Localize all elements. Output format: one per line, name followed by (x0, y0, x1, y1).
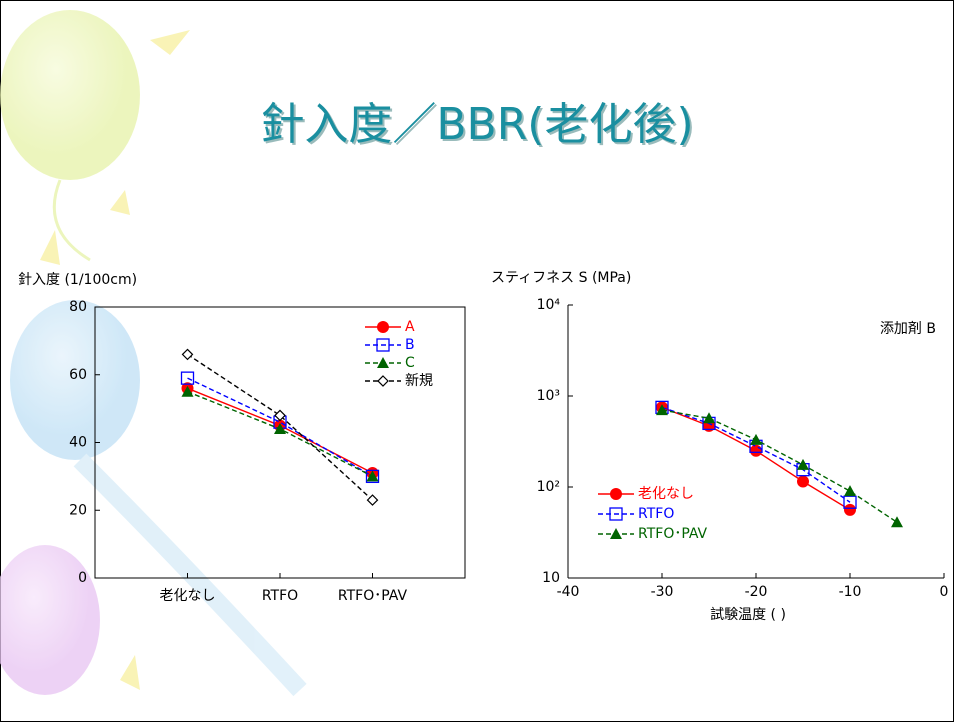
x-tick-label: -40 (557, 584, 580, 600)
marker (610, 488, 622, 500)
y-tick-label: 40 (69, 435, 87, 451)
y-tick-label: 60 (69, 367, 87, 383)
x-tick-label: -10 (839, 584, 862, 600)
x-tick-label: -20 (745, 584, 768, 600)
legend-label: C (405, 355, 415, 371)
slide-title: 針入度／BBR(老化後) (260, 99, 693, 150)
y-tick-label: 80 (69, 299, 87, 315)
x-tick-label: 0 (940, 584, 949, 600)
marker (750, 445, 762, 457)
legend-label: RTFO･PAV (638, 526, 708, 542)
slide: 針入度／BBR(老化後) 針入度／BBR(老化後) 針入度 (1/100cm)0… (0, 0, 954, 722)
legend-label: A (405, 319, 415, 335)
legend-label: 新規 (405, 373, 433, 389)
x-tick-label: 老化なし (160, 588, 216, 604)
x-tick-label: RTFO･PAV (338, 588, 408, 604)
y-tick-label: 0 (78, 570, 87, 586)
y-tick-label: 10³ (537, 388, 560, 404)
marker (844, 504, 856, 516)
y-tick-label: 10² (537, 479, 560, 495)
marker (797, 475, 809, 487)
legend-label: B (405, 337, 415, 353)
y-tick-label: 10⁴ (537, 297, 561, 313)
y-axis-label: スティフネス S (MPa) (491, 270, 631, 286)
y-axis-label: 針入度 (1/100cm) (18, 272, 137, 288)
y-tick-label: 20 (69, 502, 87, 518)
legend-label: RTFO (638, 506, 674, 522)
marker (377, 321, 389, 333)
annotation: 添加剤 B (880, 321, 936, 337)
x-tick-label: -30 (651, 584, 674, 600)
x-axis-label: 試験温度 ( ) (710, 607, 786, 623)
legend-label: 老化なし (638, 486, 694, 502)
x-tick-label: RTFO (262, 588, 298, 604)
